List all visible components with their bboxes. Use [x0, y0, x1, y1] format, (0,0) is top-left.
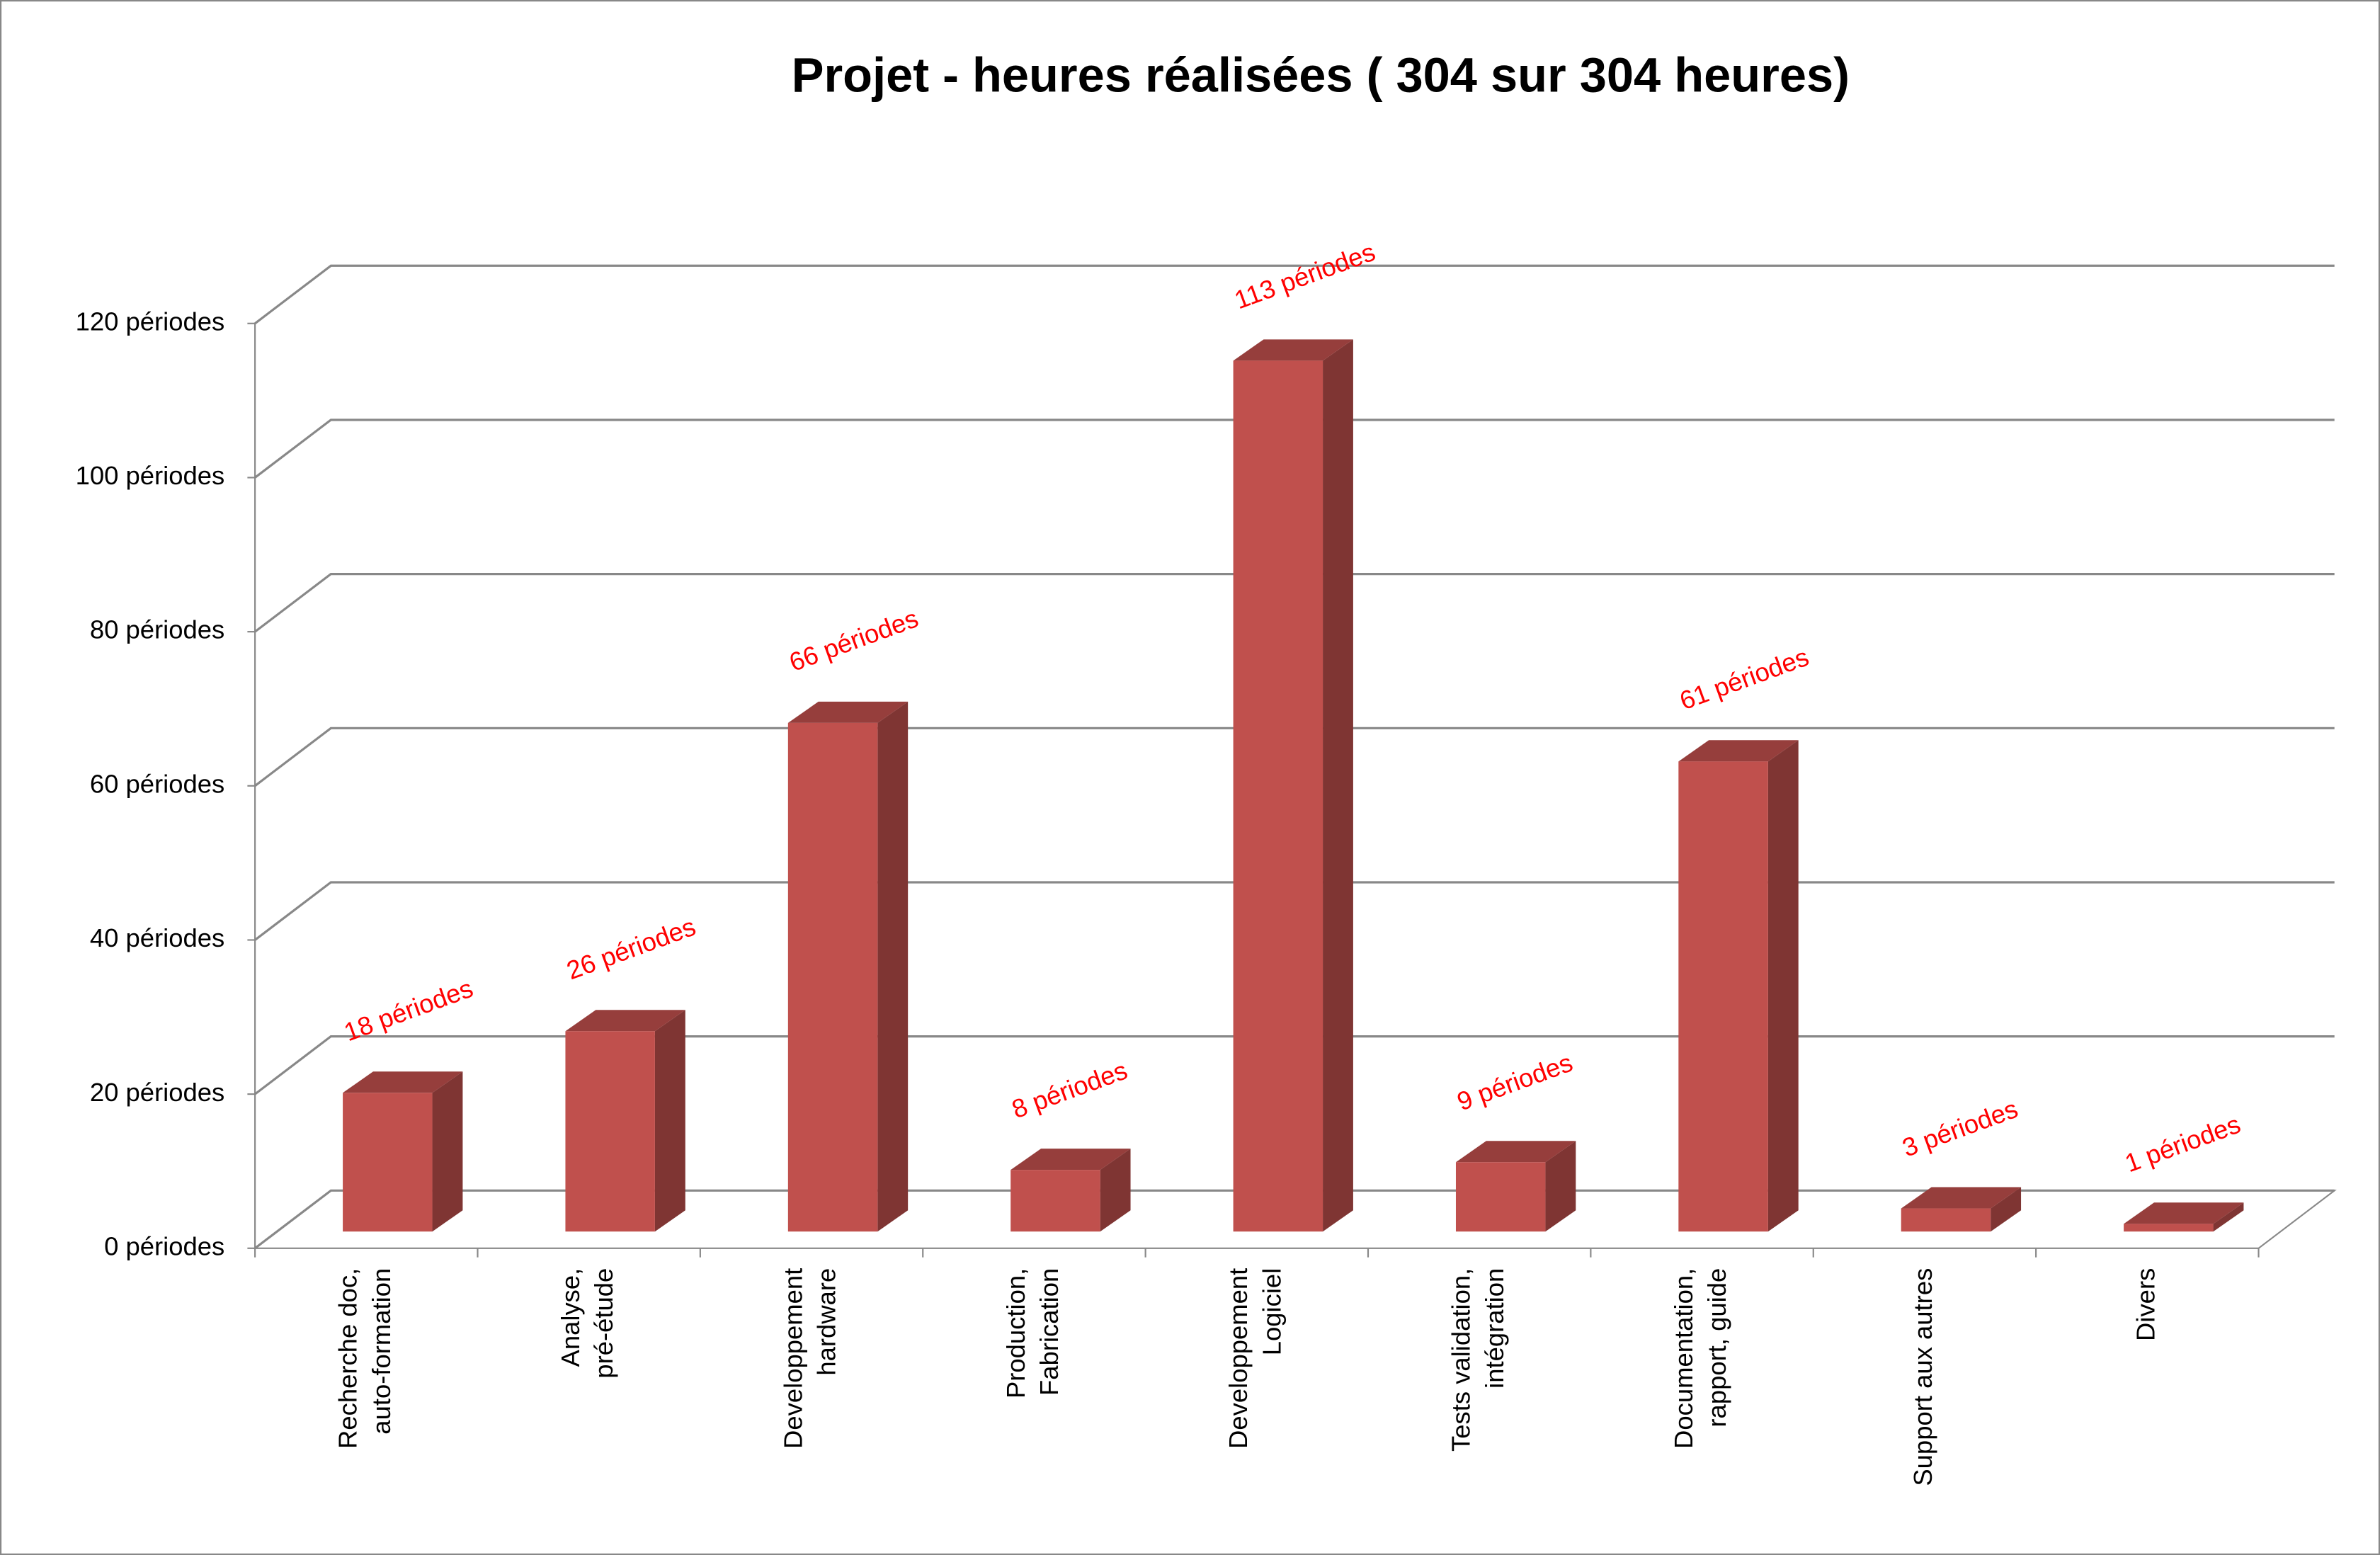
bar [787, 722, 878, 1232]
grid-line [254, 573, 2335, 633]
bar [343, 1093, 433, 1232]
x-tick-label-line: Logiciel [1257, 1268, 1286, 1356]
bar-top [1901, 1187, 2022, 1209]
x-tick-label-line: Production, [1001, 1268, 1030, 1399]
bar-side [1991, 1187, 2022, 1232]
x-tick-label-line: Support aux autres [1908, 1268, 1937, 1486]
x-tick-label-line: pré-étude [589, 1268, 618, 1379]
y-tick-label: 20 périodes [90, 1078, 224, 1107]
bar [1010, 1170, 1100, 1232]
y-tick-label: 80 périodes [90, 615, 224, 644]
x-tick-label: Developpement Logiciel [1224, 1268, 1286, 1449]
x-tick-label-line: auto-formation [367, 1268, 396, 1435]
bar-top [2124, 1202, 2244, 1224]
bar-side [432, 1071, 463, 1232]
x-tick-label: Tests validation, intégration [1446, 1268, 1508, 1452]
y-tick-label: 40 périodes [90, 923, 224, 952]
bar-side [1323, 339, 1353, 1232]
x-tick-label-line: intégration [1479, 1268, 1508, 1389]
y-tick-label: 120 périodes [76, 307, 225, 336]
bar-top [1233, 339, 1353, 361]
bar-top [787, 701, 909, 723]
grid-line [254, 881, 2335, 941]
x-tick-label-line: Recherche doc, [333, 1268, 362, 1449]
x-tick-label: Support aux autres [1908, 1268, 1937, 1486]
bar-side [1545, 1141, 1576, 1232]
y-tick-label: 60 périodes [90, 769, 224, 798]
bar-top [1455, 1141, 1576, 1163]
bar [1678, 761, 1768, 1232]
grid-line [254, 1189, 2335, 1250]
grid-line [254, 418, 2335, 479]
x-tick-label: Recherche doc, auto-formation [333, 1268, 395, 1449]
bar [1233, 360, 1323, 1232]
x-tick-label-line: Divers [2131, 1268, 2160, 1341]
x-tick-label: Analyse, pré-étude [556, 1268, 618, 1379]
bar-side [654, 1010, 685, 1232]
bar-top [1678, 740, 1799, 762]
bar [2124, 1224, 2214, 1232]
x-tick-label-line: hardware [812, 1268, 841, 1376]
bar-top [343, 1071, 463, 1093]
x-tick-label: Production, Fabrication [1001, 1268, 1063, 1399]
y-tick-label: 100 périodes [76, 461, 225, 490]
x-tick-label-line: Developpement [1224, 1268, 1253, 1449]
x-tick-label: Divers [2131, 1268, 2160, 1341]
x-tick-label-line: rapport, guide [1702, 1268, 1731, 1428]
bar-side [1767, 740, 1799, 1232]
bar-side [2213, 1202, 2244, 1232]
x-tick-label-line: Analyse, [556, 1268, 585, 1367]
x-tick-label-line: Tests validation, [1446, 1268, 1475, 1452]
x-tick-label-line: Developpement [778, 1268, 807, 1449]
x-tick-label-line: Fabrication [1035, 1268, 1064, 1396]
bar-side [1100, 1149, 1131, 1232]
bar-top [565, 1010, 685, 1032]
x-tick-label-line: Documentation, [1669, 1268, 1698, 1449]
chart-title: Projet - heures réalisées ( 304 sur 304 … [792, 48, 1850, 103]
y-tick-label: 0 périodes [104, 1231, 224, 1260]
bar-side [877, 701, 909, 1232]
x-tick-label: Developpement hardware [778, 1268, 841, 1449]
grid-line [254, 727, 2335, 787]
x-tick-label: Documentation, rapport, guide [1669, 1268, 1731, 1449]
grid-line [254, 1035, 2335, 1095]
bar [565, 1031, 655, 1232]
grid-line [254, 264, 2335, 325]
bar [1455, 1162, 1546, 1232]
bar-top [1010, 1149, 1131, 1170]
bar [1901, 1208, 1991, 1232]
